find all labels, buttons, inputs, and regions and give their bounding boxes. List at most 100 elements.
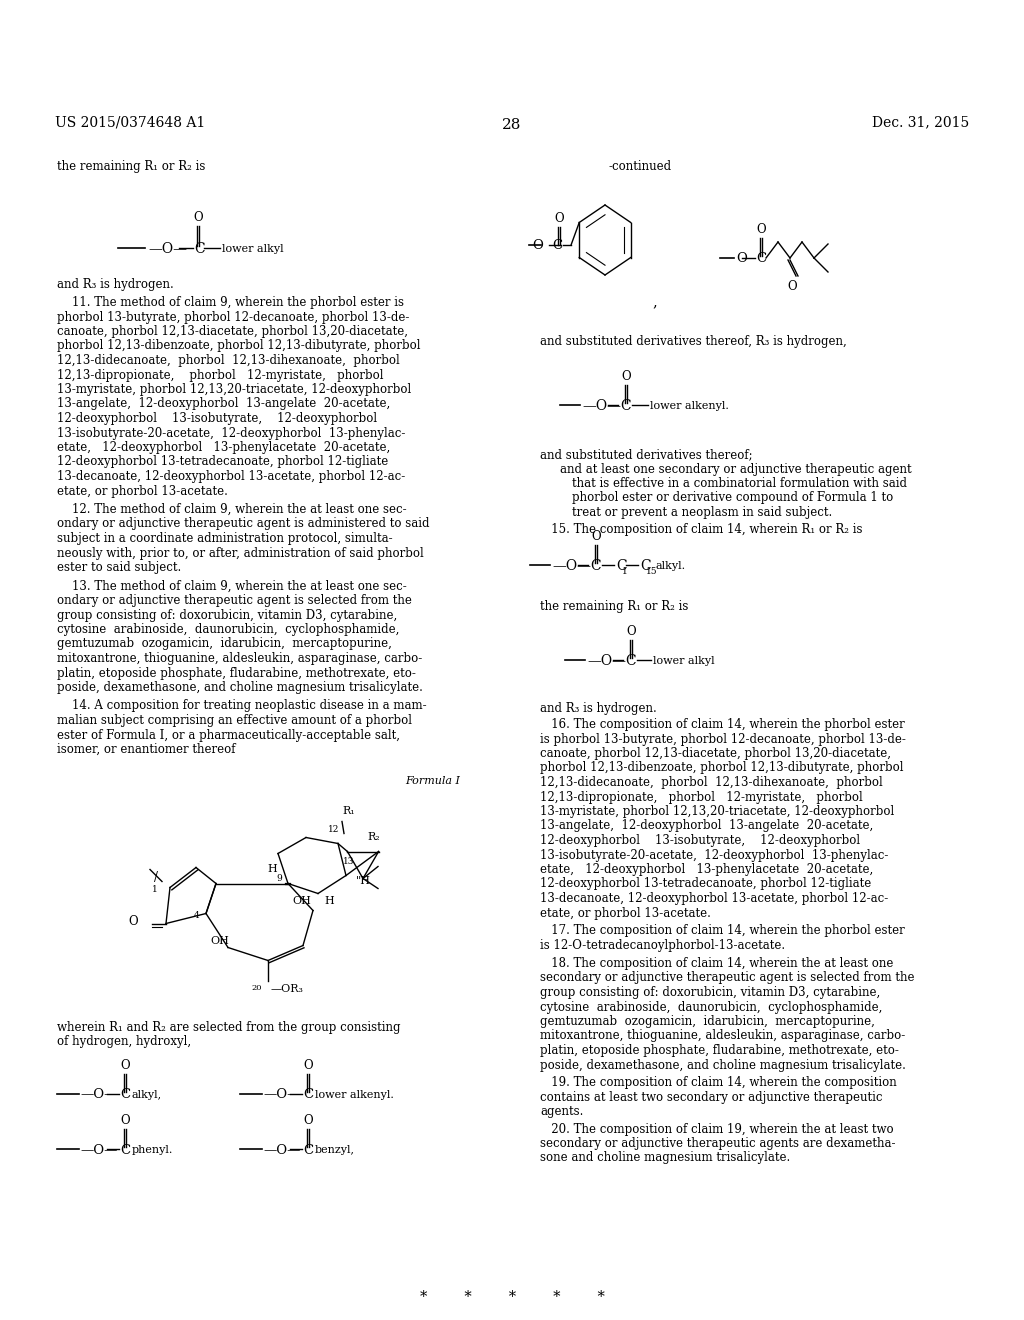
Text: 18. The composition of claim 14, wherein the at least one: 18. The composition of claim 14, wherein… <box>540 957 893 970</box>
Text: secondary or adjunctive therapeutic agents are dexametha-: secondary or adjunctive therapeutic agen… <box>540 1137 896 1150</box>
Text: O: O <box>591 531 601 543</box>
Text: 15: 15 <box>646 566 657 576</box>
Text: ,: , <box>652 294 657 309</box>
Text: "H: "H <box>356 875 371 886</box>
Text: O: O <box>736 252 746 265</box>
Text: cytosine  arabinoside,  daunorubicin,  cyclophosphamide,: cytosine arabinoside, daunorubicin, cycl… <box>57 623 399 636</box>
Text: 13-decanoate, 12-deoxyphorbol 13-acetate, phorbol 12-ac-: 13-decanoate, 12-deoxyphorbol 13-acetate… <box>540 892 888 906</box>
Text: and substituted derivatives thereof, R₃ is hydrogen,: and substituted derivatives thereof, R₃ … <box>540 335 847 348</box>
Text: O: O <box>532 239 544 252</box>
Text: lower alkyl: lower alkyl <box>653 656 715 667</box>
Text: canoate, phorbol 12,13-diacetate, phorbol 13,20-diacetate,: canoate, phorbol 12,13-diacetate, phorbo… <box>57 325 408 338</box>
Text: O: O <box>554 211 564 224</box>
Text: alkyl.: alkyl. <box>656 561 686 572</box>
Text: phorbol ester or derivative compound of Formula 1 to: phorbol ester or derivative compound of … <box>572 491 893 504</box>
Text: subject in a coordinate administration protocol, simulta-: subject in a coordinate administration p… <box>57 532 392 545</box>
Text: O: O <box>128 915 138 928</box>
Text: —O—: —O— <box>263 1089 300 1101</box>
Text: C: C <box>194 242 205 256</box>
Text: C: C <box>625 653 636 668</box>
Text: 13-myristate, phorbol 12,13,20-triacetate, 12-deoxyphorbol: 13-myristate, phorbol 12,13,20-triacetat… <box>540 805 894 818</box>
Text: of hydrogen, hydroxyl,: of hydrogen, hydroxyl, <box>57 1035 191 1048</box>
Text: phorbol 12,13-dibenzoate, phorbol 12,13-dibutyrate, phorbol: phorbol 12,13-dibenzoate, phorbol 12,13-… <box>540 762 903 775</box>
Text: is phorbol 13-butyrate, phorbol 12-decanoate, phorbol 13-de-: is phorbol 13-butyrate, phorbol 12-decan… <box>540 733 906 746</box>
Text: 13-angelate,  12-deoxyphorbol  13-angelate  20-acetate,: 13-angelate, 12-deoxyphorbol 13-angelate… <box>540 820 873 833</box>
Text: 20. The composition of claim 19, wherein the at least two: 20. The composition of claim 19, wherein… <box>540 1122 894 1135</box>
Text: —O—: —O— <box>582 399 621 413</box>
Text: O: O <box>120 1059 130 1072</box>
Text: 12,13-didecanoate,  phorbol  12,13-dihexanoate,  phorbol: 12,13-didecanoate, phorbol 12,13-dihexan… <box>57 354 399 367</box>
Text: 11. The method of claim 9, wherein the phorbol ester is: 11. The method of claim 9, wherein the p… <box>57 296 404 309</box>
Text: contains at least two secondary or adjunctive therapeutic: contains at least two secondary or adjun… <box>540 1090 883 1104</box>
Text: etate,   12-deoxyphorbol   13-phenylacetate  20-acetate,: etate, 12-deoxyphorbol 13-phenylacetate … <box>57 441 390 454</box>
Text: -continued: -continued <box>608 160 672 173</box>
Text: 12. The method of claim 9, wherein the at least one sec-: 12. The method of claim 9, wherein the a… <box>57 503 407 516</box>
Text: O: O <box>120 1114 130 1127</box>
Text: is 12-O-tetradecanoylphorbol-13-acetate.: is 12-O-tetradecanoylphorbol-13-acetate. <box>540 939 785 952</box>
Text: platin, etoposide phosphate, fludarabine, methotrexate, eto-: platin, etoposide phosphate, fludarabine… <box>57 667 416 680</box>
Text: poside, dexamethasone, and choline magnesium trisalicylate.: poside, dexamethasone, and choline magne… <box>57 681 423 694</box>
Text: and substituted derivatives thereof;: and substituted derivatives thereof; <box>540 447 753 461</box>
Text: 13-isobutyrate-20-acetate,  12-deoxyphorbol  13-phenylac-: 13-isobutyrate-20-acetate, 12-deoxyphorb… <box>57 426 406 440</box>
Text: OH: OH <box>292 895 311 906</box>
Text: 12,13-didecanoate,  phorbol  12,13-dihexanoate,  phorbol: 12,13-didecanoate, phorbol 12,13-dihexan… <box>540 776 883 789</box>
Text: lower alkenyl.: lower alkenyl. <box>650 401 729 411</box>
Text: phenyl.: phenyl. <box>132 1144 173 1155</box>
Text: the remaining R₁ or R₂ is: the remaining R₁ or R₂ is <box>57 160 206 173</box>
Text: isomer, or enantiomer thereof: isomer, or enantiomer thereof <box>57 743 236 756</box>
Text: C: C <box>590 558 601 573</box>
Text: R₂: R₂ <box>367 832 380 842</box>
Text: 13-decanoate, 12-deoxyphorbol 13-acetate, phorbol 12-ac-: 13-decanoate, 12-deoxyphorbol 13-acetate… <box>57 470 406 483</box>
Text: C: C <box>620 399 631 413</box>
Text: C: C <box>120 1143 130 1156</box>
Text: benzyl,: benzyl, <box>315 1144 355 1155</box>
Text: ester of Formula I, or a pharmaceutically-acceptable salt,: ester of Formula I, or a pharmaceuticall… <box>57 729 400 742</box>
Text: etate, or phorbol 13-acetate.: etate, or phorbol 13-acetate. <box>57 484 228 498</box>
Text: etate, or phorbol 13-acetate.: etate, or phorbol 13-acetate. <box>540 907 711 920</box>
Text: OH: OH <box>210 936 229 945</box>
Text: wherein R₁ and R₂ are selected from the group consisting: wherein R₁ and R₂ are selected from the … <box>57 1020 400 1034</box>
Text: Formula I: Formula I <box>406 776 460 785</box>
Text: group consisting of: doxorubicin, vitamin D3, cytarabine,: group consisting of: doxorubicin, vitami… <box>57 609 397 622</box>
Text: R₁: R₁ <box>342 805 354 816</box>
Text: *        *        *        *        *: * * * * * <box>420 1290 604 1304</box>
Text: that is effective in a combinatorial formulation with said: that is effective in a combinatorial for… <box>572 477 907 490</box>
Text: C: C <box>640 558 650 573</box>
Text: lower alkenyl.: lower alkenyl. <box>315 1090 394 1100</box>
Text: phorbol 12,13-dibenzoate, phorbol 12,13-dibutyrate, phorbol: phorbol 12,13-dibenzoate, phorbol 12,13-… <box>57 339 421 352</box>
Text: 20: 20 <box>252 985 262 993</box>
Text: mitoxantrone, thioguanine, aldesleukin, asparaginase, carbo-: mitoxantrone, thioguanine, aldesleukin, … <box>540 1030 905 1043</box>
Text: neously with, prior to, or after, administration of said phorbol: neously with, prior to, or after, admini… <box>57 546 424 560</box>
Text: secondary or adjunctive therapeutic agent is selected from the: secondary or adjunctive therapeutic agen… <box>540 972 914 985</box>
Text: H: H <box>324 896 334 907</box>
Text: group consisting of: doxorubicin, vitamin D3, cytarabine,: group consisting of: doxorubicin, vitami… <box>540 986 881 999</box>
Text: 13. The method of claim 9, wherein the at least one sec-: 13. The method of claim 9, wherein the a… <box>57 579 407 593</box>
Text: 13-isobutyrate-20-acetate,  12-deoxyphorbol  13-phenylac-: 13-isobutyrate-20-acetate, 12-deoxyphorb… <box>540 849 889 862</box>
Text: 19. The composition of claim 14, wherein the composition: 19. The composition of claim 14, wherein… <box>540 1076 897 1089</box>
Text: malian subject comprising an effective amount of a phorbol: malian subject comprising an effective a… <box>57 714 412 727</box>
Text: 13: 13 <box>343 857 354 866</box>
Text: 12: 12 <box>329 825 340 834</box>
Text: gemtuzumab  ozogamicin,  idarubicin,  mercaptopurine,: gemtuzumab ozogamicin, idarubicin, merca… <box>540 1015 874 1028</box>
Text: 4: 4 <box>195 911 200 920</box>
Text: the remaining R₁ or R₂ is: the remaining R₁ or R₂ is <box>540 601 688 612</box>
Text: 12-deoxyphorbol 13-tetradecanoate, phorbol 12-tigliate: 12-deoxyphorbol 13-tetradecanoate, phorb… <box>57 455 388 469</box>
Text: C: C <box>303 1143 313 1156</box>
Text: 1: 1 <box>153 884 158 894</box>
Text: canoate, phorbol 12,13-diacetate, phorbol 13,20-diacetate,: canoate, phorbol 12,13-diacetate, phorbo… <box>540 747 891 760</box>
Text: and at least one secondary or adjunctive therapeutic agent: and at least one secondary or adjunctive… <box>560 462 911 475</box>
Text: 17. The composition of claim 14, wherein the phorbol ester: 17. The composition of claim 14, wherein… <box>540 924 905 937</box>
Text: O: O <box>756 223 766 236</box>
Text: C: C <box>616 558 627 573</box>
Text: treat or prevent a neoplasm in said subject.: treat or prevent a neoplasm in said subj… <box>572 506 833 519</box>
Text: O: O <box>194 211 203 224</box>
Text: O: O <box>627 624 636 638</box>
Text: poside, dexamethasone, and choline magnesium trisalicylate.: poside, dexamethasone, and choline magne… <box>540 1059 906 1072</box>
Text: Dec. 31, 2015: Dec. 31, 2015 <box>871 115 969 129</box>
Text: 12,13-dipropionate,    phorbol   12-myristate,   phorbol: 12,13-dipropionate, phorbol 12-myristate… <box>57 368 384 381</box>
Text: —O—: —O— <box>587 653 626 668</box>
Text: 13-myristate, phorbol 12,13,20-triacetate, 12-deoxyphorbol: 13-myristate, phorbol 12,13,20-triacetat… <box>57 383 412 396</box>
Text: 28: 28 <box>503 117 521 132</box>
Text: alkyl,: alkyl, <box>132 1090 162 1100</box>
Text: phorbol 13-butyrate, phorbol 12-decanoate, phorbol 13-de-: phorbol 13-butyrate, phorbol 12-decanoat… <box>57 310 410 323</box>
